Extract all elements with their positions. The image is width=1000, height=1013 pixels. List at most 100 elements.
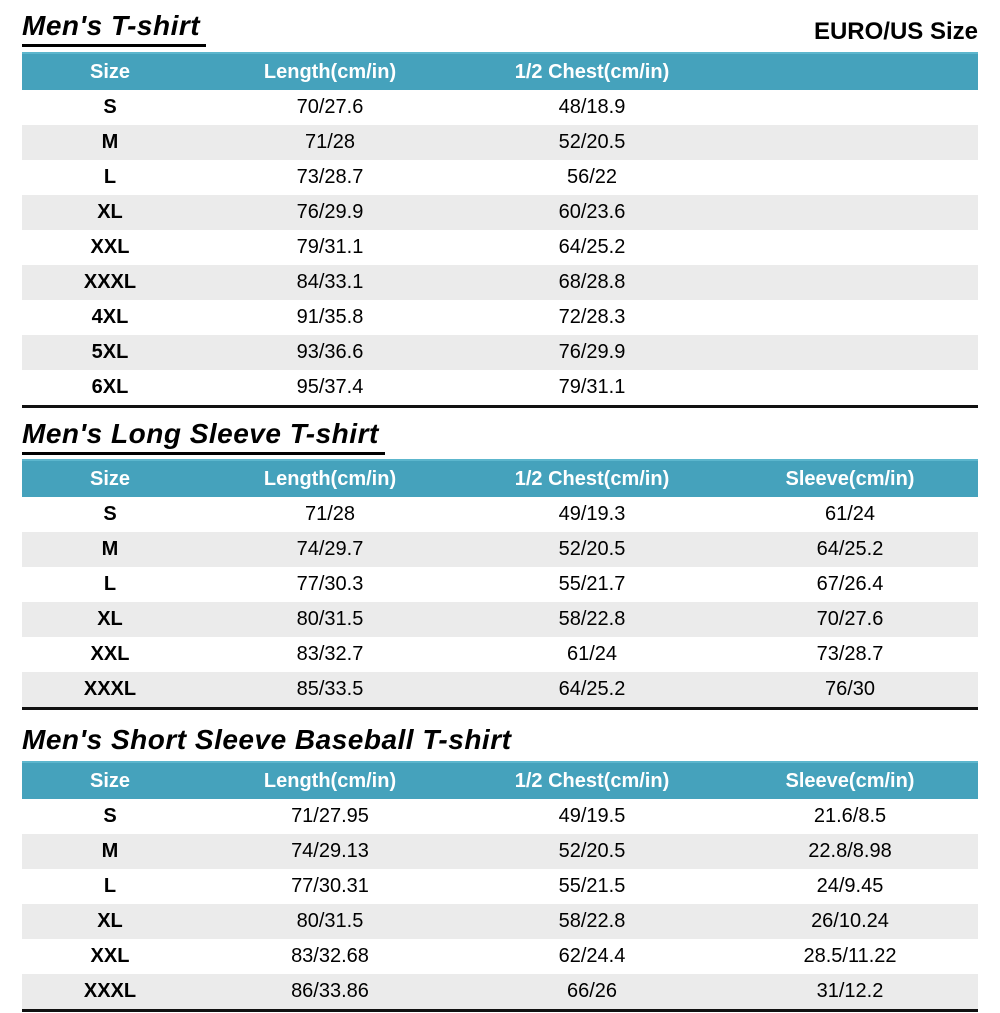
size-cell: 5XL xyxy=(91,341,129,363)
column-header: Sleeve(cm/in) xyxy=(785,769,915,792)
measurement-cell: 85/33.5 xyxy=(296,678,364,700)
measurement-cell: 55/21.7 xyxy=(558,573,626,595)
mens-long-sleeve-title-text: Men's Long Sleeve T-shirt xyxy=(22,417,385,455)
measurement-cell: 21.6/8.5 xyxy=(813,805,887,827)
measurement-cell: 76/29.9 xyxy=(558,341,626,363)
measurement-cell: 70/27.6 xyxy=(296,96,364,118)
table-row: XXXL 85/33.5 64/25.2 76/30 xyxy=(22,672,978,707)
measurement-cell: 66/26 xyxy=(566,980,618,1002)
measurement-cell: 52/20.5 xyxy=(558,840,626,862)
column-header: 1/2 Chest(cm/in) xyxy=(514,467,670,490)
measurement-cell: 79/31.1 xyxy=(558,376,626,398)
measurement-cell: 58/22.8 xyxy=(558,910,626,932)
table-row: 6XL 95/37.4 79/31.1 xyxy=(22,370,978,405)
table-row: S 71/28 49/19.3 61/24 xyxy=(22,497,978,532)
size-cell: XXL xyxy=(90,945,130,967)
size-cell: XL xyxy=(97,910,123,932)
measurement-cell: 73/28.7 xyxy=(296,166,364,188)
size-cell: S xyxy=(103,503,117,525)
measurement-cell: 86/33.86 xyxy=(291,980,369,1002)
column-header: 1/2 Chest(cm/in) xyxy=(514,60,670,83)
measurement-cell: 62/24.4 xyxy=(558,945,626,967)
measurement-cell: 58/22.8 xyxy=(558,608,626,630)
measurement-cell: 68/28.8 xyxy=(558,271,626,293)
measurement-cell: 72/28.3 xyxy=(558,306,626,328)
measurement-cell: 77/30.31 xyxy=(291,875,369,897)
size-cell: XXL xyxy=(90,236,130,258)
measurement-cell: 79/31.1 xyxy=(296,236,364,258)
measurement-cell: 64/25.2 xyxy=(558,678,626,700)
column-header: Size xyxy=(89,769,131,792)
size-cell: XL xyxy=(97,201,123,223)
measurement-cell: 70/27.6 xyxy=(816,608,884,630)
measurement-cell: 31/12.2 xyxy=(816,980,884,1002)
column-header: 1/2 Chest(cm/in) xyxy=(514,769,670,792)
size-cell: M xyxy=(101,840,119,862)
table-row: XXXL 86/33.86 66/26 31/12.2 xyxy=(22,974,978,1009)
size-cell: 4XL xyxy=(91,306,129,328)
measurement-cell: 76/30 xyxy=(824,678,876,700)
size-cell: XXL xyxy=(90,643,130,665)
measurement-cell: 28.5/11.22 xyxy=(803,945,897,967)
measurement-cell: 26/10.24 xyxy=(811,910,889,932)
measurement-cell: 80/31.5 xyxy=(296,910,364,932)
table-row: XL 80/31.5 58/22.8 26/10.24 xyxy=(22,904,978,939)
table-row: M 74/29.13 52/20.5 22.8/8.98 xyxy=(22,834,978,869)
measurement-cell: 95/37.4 xyxy=(296,376,364,398)
page-header: Men's T-shirt EURO/US Size xyxy=(22,10,978,47)
table-header-row: Size Length(cm/in) 1/2 Chest(cm/in) xyxy=(22,52,978,90)
measurement-cell: 80/31.5 xyxy=(296,608,364,630)
measurement-cell: 22.8/8.98 xyxy=(808,840,892,862)
table-row: S 71/27.95 49/19.5 21.6/8.5 xyxy=(22,799,978,834)
measurement-cell: 48/18.9 xyxy=(558,96,626,118)
measurement-cell: 49/19.3 xyxy=(558,503,626,525)
measurement-cell: 52/20.5 xyxy=(558,538,626,560)
measurement-cell: 74/29.7 xyxy=(296,538,364,560)
table-row: XXL 83/32.7 61/24 73/28.7 xyxy=(22,637,978,672)
size-cell: M xyxy=(101,538,119,560)
table-row: L 77/30.3 55/21.7 67/26.4 xyxy=(22,567,978,602)
measurement-cell: 52/20.5 xyxy=(558,131,626,153)
table-row: M 71/28 52/20.5 xyxy=(22,125,978,160)
mens-baseball-title-text: Men's Short Sleeve Baseball T-shirt xyxy=(22,724,512,755)
table-row: S 70/27.6 48/18.9 xyxy=(22,90,978,125)
measurement-cell: 61/24 xyxy=(566,643,618,665)
measurement-cell: 74/29.13 xyxy=(291,840,369,862)
size-cell: XXXL xyxy=(83,980,137,1002)
measurement-cell: 55/21.5 xyxy=(558,875,626,897)
column-header: Sleeve(cm/in) xyxy=(785,467,915,490)
size-cell: XXXL xyxy=(83,271,137,293)
mens-tshirt-title-text: Men's T-shirt xyxy=(22,9,207,47)
mens-baseball-title: Men's Short Sleeve Baseball T-shirt xyxy=(22,723,511,757)
column-header: Length(cm/in) xyxy=(263,769,397,792)
column-header: Length(cm/in) xyxy=(263,60,397,83)
measurement-cell: 64/25.2 xyxy=(558,236,626,258)
column-header: Length(cm/in) xyxy=(263,467,397,490)
size-cell: L xyxy=(103,166,117,188)
size-cell: M xyxy=(101,131,119,153)
size-cell: XXXL xyxy=(83,678,137,700)
measurement-cell: 24/9.45 xyxy=(816,875,884,897)
size-cell: L xyxy=(103,573,117,595)
measurement-cell: 71/28 xyxy=(304,503,356,525)
size-cell: S xyxy=(103,96,117,118)
table-row: L 73/28.7 56/22 xyxy=(22,160,978,195)
measurement-cell: 49/19.5 xyxy=(558,805,626,827)
column-header: Size xyxy=(89,467,131,490)
table-row: XXXL 84/33.1 68/28.8 xyxy=(22,265,978,300)
size-cell: S xyxy=(103,805,117,827)
table-row: XXL 79/31.1 64/25.2 xyxy=(22,230,978,265)
table-header-row: Size Length(cm/in) 1/2 Chest(cm/in) Sleeve(… xyxy=(22,459,978,497)
table-row: XXL 83/32.68 62/24.4 28.5/11.22 xyxy=(22,939,978,974)
mens-long-sleeve-table: Size Length(cm/in) 1/2 Chest(cm/in) Sleeve(… xyxy=(22,459,978,710)
measurement-cell: 71/28 xyxy=(304,131,356,153)
measurement-cell: 56/22 xyxy=(566,166,618,188)
table-row: M 74/29.7 52/20.5 64/25.2 xyxy=(22,532,978,567)
size-cell: L xyxy=(103,875,117,897)
table-row: XL 80/31.5 58/22.8 70/27.6 xyxy=(22,602,978,637)
size-cell: XL xyxy=(97,608,123,630)
measurement-cell: 84/33.1 xyxy=(296,271,364,293)
mens-long-sleeve-title: Men's Long Sleeve T-shirt xyxy=(22,417,385,455)
mens-baseball-table: Size Length(cm/in) 1/2 Chest(cm/in) Sleeve(… xyxy=(22,761,978,1012)
size-standard-label: EURO/US Size xyxy=(813,18,978,45)
